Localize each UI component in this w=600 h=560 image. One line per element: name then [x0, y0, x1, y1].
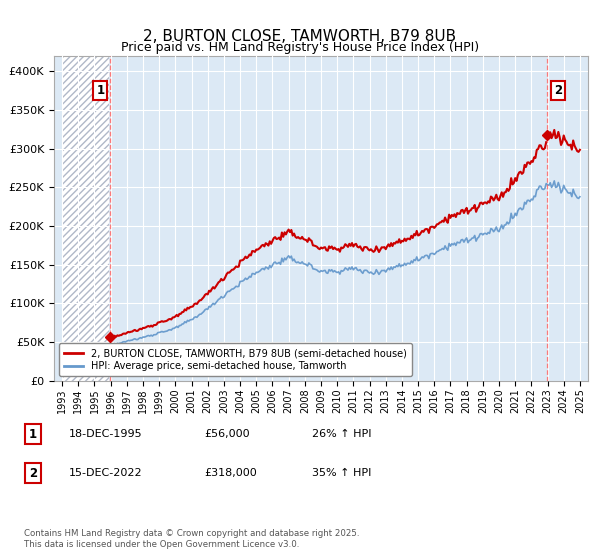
- Text: 18-DEC-1995: 18-DEC-1995: [69, 429, 143, 439]
- Text: 2: 2: [29, 466, 37, 480]
- Text: 26% ↑ HPI: 26% ↑ HPI: [312, 429, 371, 439]
- Text: 1: 1: [29, 427, 37, 441]
- Text: 1: 1: [96, 85, 104, 97]
- Text: Price paid vs. HM Land Registry's House Price Index (HPI): Price paid vs. HM Land Registry's House …: [121, 41, 479, 54]
- Text: 35% ↑ HPI: 35% ↑ HPI: [312, 468, 371, 478]
- Text: Contains HM Land Registry data © Crown copyright and database right 2025.
This d: Contains HM Land Registry data © Crown c…: [24, 529, 359, 549]
- Text: £318,000: £318,000: [204, 468, 257, 478]
- Legend: 2, BURTON CLOSE, TAMWORTH, B79 8UB (semi-detached house), HPI: Average price, se: 2, BURTON CLOSE, TAMWORTH, B79 8UB (semi…: [59, 343, 412, 376]
- Text: £56,000: £56,000: [204, 429, 250, 439]
- Text: 15-DEC-2022: 15-DEC-2022: [69, 468, 143, 478]
- Text: 2, BURTON CLOSE, TAMWORTH, B79 8UB: 2, BURTON CLOSE, TAMWORTH, B79 8UB: [143, 29, 457, 44]
- Text: 2: 2: [554, 85, 562, 97]
